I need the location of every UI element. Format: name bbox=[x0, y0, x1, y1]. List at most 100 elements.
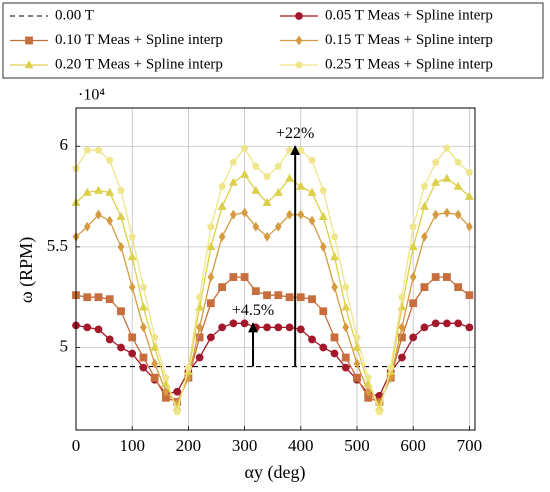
data-point bbox=[173, 387, 182, 396]
data-point bbox=[127, 252, 137, 261]
series-line bbox=[75, 147, 470, 415]
legend-label: 0.10 T Meas + Spline interp bbox=[55, 32, 223, 48]
data-point bbox=[308, 295, 316, 304]
data-point bbox=[409, 333, 418, 342]
data-point bbox=[296, 293, 305, 302]
data-point bbox=[138, 302, 148, 311]
data-point bbox=[117, 186, 125, 194]
data-point bbox=[420, 283, 429, 292]
data-point bbox=[229, 209, 237, 220]
data-point bbox=[128, 333, 137, 342]
data-point bbox=[252, 162, 260, 170]
data-point bbox=[409, 272, 417, 282]
data-point bbox=[94, 146, 103, 154]
data-point bbox=[295, 12, 303, 20]
data-point bbox=[252, 221, 260, 232]
data-point bbox=[329, 252, 340, 261]
data-point bbox=[274, 162, 283, 170]
annotation-label: +22% bbox=[276, 125, 314, 142]
data-point bbox=[240, 144, 249, 152]
data-point bbox=[263, 291, 271, 300]
y-tick-label: 5 bbox=[60, 336, 69, 355]
data-point bbox=[431, 177, 441, 186]
data-point bbox=[386, 366, 396, 375]
data-point bbox=[308, 335, 316, 344]
data-point bbox=[195, 353, 204, 362]
data-point bbox=[464, 191, 474, 200]
x-tick-label: 700 bbox=[457, 436, 483, 455]
data-point bbox=[398, 322, 406, 333]
data-point bbox=[151, 358, 159, 369]
x-axis-label: αy (deg) bbox=[245, 462, 306, 483]
data-point bbox=[319, 241, 327, 252]
data-point bbox=[297, 209, 305, 220]
data-point bbox=[454, 158, 462, 166]
data-point bbox=[295, 35, 303, 46]
legend-label: 0.05 T Meas + Spline interp bbox=[325, 7, 493, 23]
data-point bbox=[465, 291, 474, 300]
data-point bbox=[297, 146, 305, 154]
data-point bbox=[117, 343, 125, 352]
legend-label: 0.20 T Meas + Spline interp bbox=[55, 56, 223, 72]
data-point bbox=[443, 207, 451, 218]
x-tick-label: 400 bbox=[288, 436, 314, 455]
data-point bbox=[274, 291, 283, 300]
data-point bbox=[173, 407, 181, 416]
data-point bbox=[139, 363, 148, 372]
data-point bbox=[228, 177, 238, 186]
data-point bbox=[251, 185, 261, 194]
x-tick-label: 200 bbox=[176, 436, 202, 455]
data-point bbox=[375, 407, 384, 416]
data-point bbox=[308, 215, 316, 226]
data-point bbox=[82, 187, 92, 196]
data-point bbox=[397, 302, 407, 311]
data-point bbox=[341, 302, 351, 311]
series-line bbox=[75, 211, 470, 405]
data-point bbox=[229, 158, 238, 166]
data-point bbox=[432, 209, 440, 220]
data-point bbox=[273, 187, 283, 196]
data-point bbox=[139, 353, 148, 362]
data-point bbox=[25, 36, 33, 45]
data-point bbox=[207, 222, 215, 230]
data-point bbox=[330, 333, 339, 342]
legend-box bbox=[2, 2, 544, 79]
data-point bbox=[466, 221, 473, 232]
data-point bbox=[195, 302, 205, 311]
data-point bbox=[105, 156, 114, 164]
data-point bbox=[195, 333, 204, 342]
data-point bbox=[465, 168, 474, 176]
data-point bbox=[274, 221, 282, 232]
x-tick-label: 0 bbox=[72, 436, 81, 455]
data-point bbox=[206, 299, 215, 308]
data-point bbox=[454, 319, 463, 328]
data-point bbox=[330, 349, 339, 358]
data-point bbox=[218, 182, 226, 190]
data-point bbox=[443, 144, 451, 152]
data-point bbox=[251, 287, 260, 296]
data-point bbox=[341, 353, 350, 362]
data-point bbox=[453, 181, 463, 190]
data-point bbox=[331, 282, 338, 293]
data-point bbox=[218, 323, 227, 332]
data-point bbox=[105, 335, 114, 344]
data-point bbox=[128, 282, 136, 293]
data-point bbox=[308, 156, 316, 164]
data-point bbox=[128, 349, 137, 358]
x-tick-label: 100 bbox=[119, 436, 145, 455]
data-point bbox=[285, 146, 294, 154]
data-point bbox=[207, 272, 215, 282]
data-point bbox=[364, 373, 373, 381]
data-point bbox=[307, 187, 317, 196]
data-point bbox=[240, 169, 250, 178]
data-point bbox=[330, 232, 339, 241]
data-point bbox=[241, 207, 248, 218]
data-point bbox=[117, 307, 125, 316]
data-point bbox=[296, 181, 306, 190]
data-point bbox=[83, 293, 92, 302]
data-point bbox=[128, 232, 136, 241]
data-point bbox=[342, 322, 350, 333]
x-tick-label: 600 bbox=[400, 436, 426, 455]
data-point bbox=[386, 363, 395, 371]
